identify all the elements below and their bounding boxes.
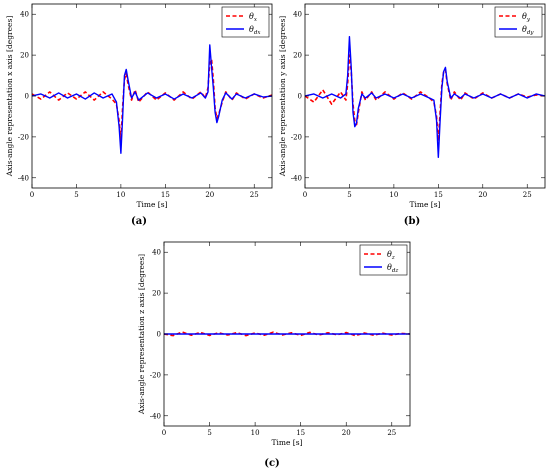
y-tick-label: -40 xyxy=(291,174,302,182)
series-line-theta-x xyxy=(32,58,272,142)
x-tick-label: 5 xyxy=(74,191,78,199)
y-axis-label: Axis-angle representation x axis [degree… xyxy=(5,16,14,178)
caption-c: (c) xyxy=(264,458,280,469)
legend-label: θdy xyxy=(522,25,534,36)
x-tick-label: 15 xyxy=(296,429,305,437)
y-tick-label: 20 xyxy=(293,52,302,60)
panel-b: (b) 0 5 10 15 20 25 40 20 0 -20 -40 Time [s] Axis-an… xyxy=(278,3,546,227)
x-tick-label: 25 xyxy=(387,429,396,437)
x-tick-label: 15 xyxy=(161,191,170,199)
x-tick-label: 20 xyxy=(478,191,487,199)
y-tick-label: -40 xyxy=(150,412,161,420)
caption-b: (b) xyxy=(404,216,420,227)
legend-label: θx xyxy=(249,12,258,23)
y-tick-label: 40 xyxy=(152,249,161,257)
y-tick-label: 0 xyxy=(298,93,302,101)
y-tick-label: -20 xyxy=(291,133,302,141)
series-line-theta-dx xyxy=(32,44,272,154)
x-tick-label: 25 xyxy=(523,191,532,199)
x-tick-label: 0 xyxy=(30,191,34,199)
y-tick-label: 0 xyxy=(25,93,29,101)
x-tick-label: 5 xyxy=(207,429,211,437)
legend-label: θdx xyxy=(249,25,261,36)
y-axis-label: Axis-angle representation z axis [degree… xyxy=(137,254,146,415)
x-axis-label: Time [s] xyxy=(271,438,302,447)
y-tick-label: -40 xyxy=(18,174,29,182)
legend-box xyxy=(359,244,408,276)
legend-label: θdz xyxy=(387,263,398,274)
y-tick-label: 20 xyxy=(20,52,29,60)
y-tick-label: 0 xyxy=(157,331,161,339)
x-tick-label: 20 xyxy=(205,191,214,199)
y-tick-label: 40 xyxy=(293,11,302,19)
x-tick-label: 15 xyxy=(434,191,443,199)
panel-c: (c) 0 5 10 15 20 25 40 20 0 -20 -40 Time [s] Axis-an… xyxy=(137,241,411,469)
panel-a: (a) 0 5 10 15 20 25 40 20 0 -20 -40 Time [s] Axis-an… xyxy=(5,3,273,227)
x-tick-label: 0 xyxy=(303,191,307,199)
legend-label: θy xyxy=(522,12,531,23)
x-tick-label: 10 xyxy=(116,191,125,199)
y-axis-label: Axis-angle representation y axis [degree… xyxy=(278,16,287,178)
legend-box xyxy=(494,6,543,38)
x-tick-label: 0 xyxy=(162,429,166,437)
legend-box xyxy=(221,6,270,38)
legend-label: θz xyxy=(387,250,395,261)
x-tick-label: 5 xyxy=(347,191,351,199)
caption-a: (a) xyxy=(131,216,147,227)
x-axis-label: Time [s] xyxy=(409,200,440,209)
x-tick-label: 10 xyxy=(389,191,398,199)
series-line-theta-dy xyxy=(305,36,545,159)
x-axis-label: Time [s] xyxy=(136,200,167,209)
y-tick-label: 40 xyxy=(20,11,29,19)
y-tick-label: -20 xyxy=(18,133,29,141)
x-tick-label: 20 xyxy=(342,429,351,437)
x-tick-label: 25 xyxy=(250,191,259,199)
y-tick-label: -20 xyxy=(150,371,161,379)
x-tick-label: 10 xyxy=(251,429,260,437)
y-tick-label: 20 xyxy=(152,290,161,298)
